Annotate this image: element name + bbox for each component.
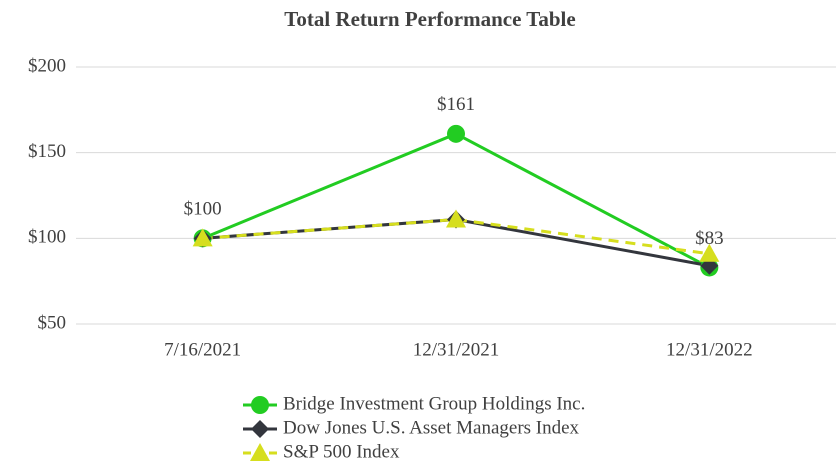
data-label: $83	[695, 228, 724, 249]
y-tick-label: $150	[28, 141, 66, 162]
x-tick-label: 12/31/2021	[413, 339, 500, 360]
data-label: $100	[184, 199, 222, 220]
point-marker	[446, 209, 466, 228]
legend-marker	[251, 396, 269, 414]
legend-marker	[250, 443, 270, 461]
legend-label: Dow Jones U.S. Asset Managers Index	[283, 417, 580, 438]
y-tick-label: $200	[28, 55, 66, 76]
data-label: $161	[437, 94, 475, 115]
point-marker	[447, 124, 465, 143]
y-tick-label: $100	[28, 227, 66, 248]
point-marker	[192, 228, 213, 247]
legend-label: Bridge Investment Group Holdings Inc.	[283, 393, 585, 414]
point-marker	[699, 243, 720, 262]
chart-title: Total Return Performance Table	[284, 7, 575, 31]
x-tick-label: 7/16/2021	[164, 339, 241, 360]
legend-marker	[251, 420, 269, 438]
series-line	[202, 132, 711, 269]
x-tick-label: 12/31/2022	[666, 339, 753, 360]
y-tick-label: $50	[38, 312, 67, 333]
legend-label: S&P 500 Index	[283, 441, 400, 462]
